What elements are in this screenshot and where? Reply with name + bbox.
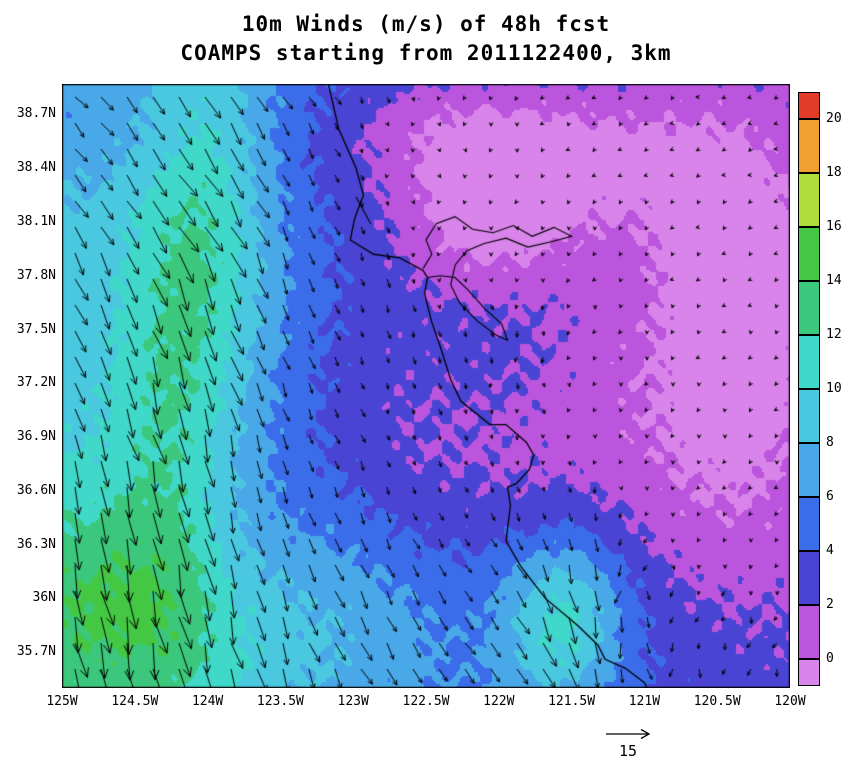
colorbar-tick-label: 6 bbox=[826, 489, 834, 504]
map-frame bbox=[62, 84, 790, 688]
y-tick-label: 36N bbox=[32, 590, 56, 606]
y-tick-label: 38.1N bbox=[16, 214, 56, 229]
x-tick-label: 120W bbox=[774, 694, 806, 709]
x-tick-label: 120.5W bbox=[693, 694, 741, 709]
colorbar-segment bbox=[798, 92, 820, 119]
colorbar bbox=[798, 92, 820, 686]
x-tick-label: 122W bbox=[483, 694, 515, 709]
reference-vector-label: 15 bbox=[618, 742, 638, 760]
colorbar-tick-label: 18 bbox=[826, 165, 842, 180]
y-tick-label: 38.4N bbox=[16, 160, 56, 176]
colorbar-tick-label: 8 bbox=[826, 435, 834, 450]
colorbar-segment bbox=[798, 281, 820, 335]
chart-title-line1: 10m Winds (m/s) of 48h fcst bbox=[241, 12, 611, 36]
y-tick-label: 36.6N bbox=[16, 482, 56, 498]
y-tick-label: 37.2N bbox=[16, 375, 56, 391]
y-tick-label: 38.7N bbox=[16, 106, 56, 122]
colorbar-tick-label: 2 bbox=[826, 597, 834, 612]
colorbar-segment bbox=[798, 335, 820, 389]
y-tick-label: 35.7N bbox=[16, 644, 56, 660]
x-tick-label: 123.5W bbox=[256, 694, 304, 709]
colorbar-segment bbox=[798, 389, 820, 443]
colorbar-tick-label: 16 bbox=[826, 219, 842, 234]
colorbar-labels: 0 2 4 6 8 10 12 14 16 18 20 bbox=[826, 92, 856, 686]
colorbar-segment bbox=[798, 497, 820, 551]
colorbar-tick-label: 20 bbox=[826, 111, 842, 126]
reference-vector: 15 bbox=[604, 726, 664, 766]
y-tick-label: 37.8N bbox=[16, 267, 56, 283]
x-tick-label: 121.5W bbox=[548, 694, 596, 709]
y-tick-label: 36.9N bbox=[16, 429, 56, 445]
x-tick-label: 121W bbox=[628, 694, 661, 709]
reference-vector-arrow bbox=[606, 728, 651, 740]
colorbar-tick-label: 12 bbox=[826, 327, 842, 342]
colorbar-segment bbox=[798, 443, 820, 497]
x-tick-label: 122.5W bbox=[402, 694, 450, 709]
colorbar-tick-label: 10 bbox=[826, 381, 842, 396]
colorbar-tick-label: 0 bbox=[826, 651, 834, 666]
y-tick-label: 37.5N bbox=[16, 321, 56, 337]
x-tick-label: 123W bbox=[337, 694, 369, 709]
colorbar-segment bbox=[798, 659, 820, 686]
wind-field-canvas bbox=[62, 84, 790, 688]
colorbar-segment bbox=[798, 605, 820, 659]
y-tick-label: 36.3N bbox=[16, 536, 56, 552]
colorbar-segment bbox=[798, 173, 820, 227]
colorbar-tick-label: 4 bbox=[826, 543, 834, 558]
x-tick-label: 125W bbox=[46, 694, 78, 709]
colorbar-tick-label: 14 bbox=[826, 273, 842, 288]
colorbar-segment bbox=[798, 551, 820, 605]
x-tick-label: 124.5W bbox=[111, 694, 159, 709]
x-tick-label: 124W bbox=[191, 694, 224, 709]
colorbar-segment bbox=[798, 119, 820, 173]
chart-title-line2: COAMPS starting from 2011122400, 3km bbox=[180, 41, 672, 65]
chart-title: 10m Winds (m/s) of 48h fcst COAMPS start… bbox=[62, 10, 790, 68]
colorbar-segment bbox=[798, 227, 820, 281]
